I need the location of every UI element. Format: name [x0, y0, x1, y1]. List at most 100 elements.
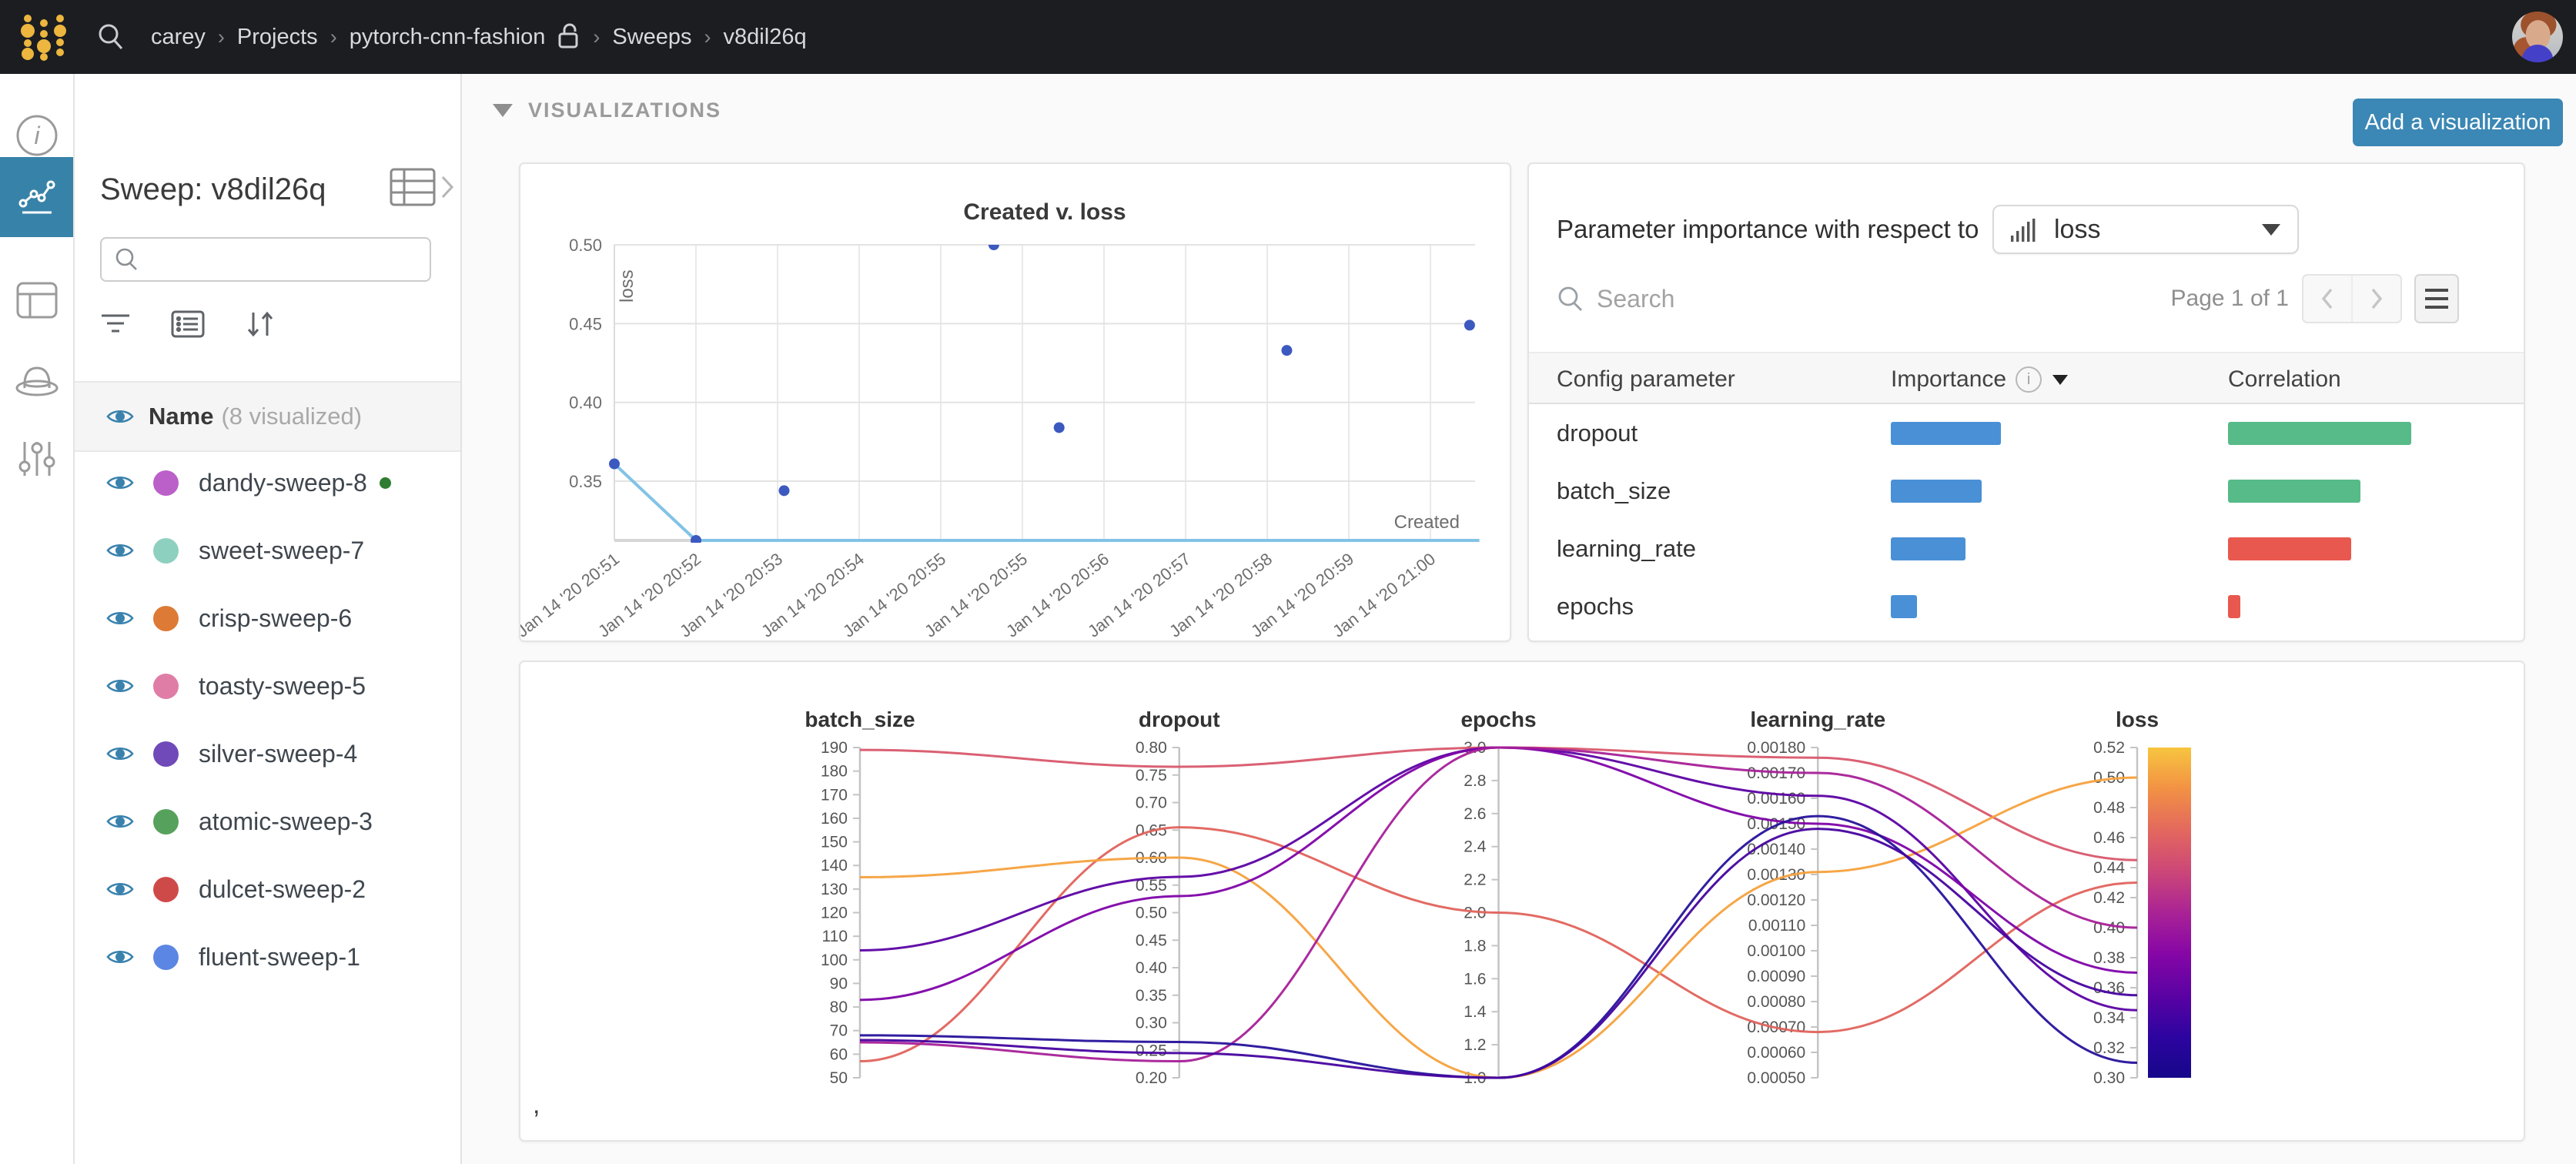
metric-select-dropdown[interactable]: loss [1992, 205, 2299, 254]
search-icon[interactable] [95, 22, 126, 52]
svg-text:dropout: dropout [1139, 707, 1220, 731]
svg-text:0.40: 0.40 [1136, 959, 1167, 977]
visibility-eye-icon[interactable] [105, 947, 135, 967]
created-vs-loss-chart: Jan 14 '20 20:51Jan 14 '20 20:52Jan 14 '… [520, 164, 1510, 641]
importance-row-learning_rate[interactable]: learning_rate [1529, 520, 2524, 577]
run-row-toasty-sweep-5[interactable]: toasty-sweep-5 [73, 652, 460, 720]
visibility-eye-icon[interactable] [105, 811, 135, 831]
footnote-text: , [533, 1090, 540, 1120]
visibility-eye-icon[interactable] [105, 540, 135, 560]
run-name[interactable]: toasty-sweep-5 [199, 672, 366, 701]
table-menu-button[interactable] [2414, 274, 2459, 323]
svg-text:80: 80 [830, 998, 848, 1016]
parallel-coordinates-panel: batch_size190180170160150140130120110100… [519, 661, 2525, 1142]
run-color-dot [153, 606, 179, 631]
svg-text:90: 90 [830, 975, 848, 992]
svg-text:epochs: epochs [1460, 707, 1536, 731]
importance-row-epochs[interactable]: epochs [1529, 577, 2524, 635]
importance-table-header: Config parameter Importance i Correlatio… [1529, 352, 2524, 404]
svg-text:1.2: 1.2 [1464, 1036, 1486, 1054]
svg-text:0.00090: 0.00090 [1747, 968, 1805, 985]
breadcrumb: carey›Projects›pytorch-cnn-fashion›Sweep… [151, 0, 807, 74]
runs-table-expand-icon[interactable] [389, 166, 455, 212]
run-row-crisp-sweep-6[interactable]: crisp-sweep-6 [73, 584, 460, 652]
svg-text:0.80: 0.80 [1136, 739, 1167, 757]
breadcrumb-item-carey[interactable]: carey [151, 25, 206, 50]
breadcrumb-item-v8dil26q[interactable]: v8dil26q [724, 25, 807, 50]
param-name: batch_size [1557, 477, 1671, 505]
wandb-sweep-page: carey›Projects›pytorch-cnn-fashion›Sweep… [0, 0, 2576, 1164]
run-row-sweet-sweep-7[interactable]: sweet-sweep-7 [73, 517, 460, 584]
svg-text:0.00180: 0.00180 [1747, 739, 1805, 757]
visibility-eye-icon[interactable] [105, 676, 135, 696]
run-name[interactable]: crisp-sweep-6 [199, 604, 352, 633]
svg-text:loss: loss [2116, 707, 2159, 731]
breadcrumb-item-Sweeps[interactable]: Sweeps [612, 25, 691, 50]
visibility-eye-icon[interactable] [105, 744, 135, 764]
breadcrumb-separator: › [218, 25, 225, 49]
svg-text:0.70: 0.70 [1136, 794, 1167, 812]
svg-text:learning_rate: learning_rate [1750, 707, 1885, 731]
visibility-eye-icon[interactable] [105, 406, 135, 426]
user-avatar[interactable] [2512, 12, 2563, 62]
pagination-buttons [2302, 274, 2402, 323]
svg-text:loss: loss [617, 269, 637, 303]
page-indicator: Page 1 of 1 [2171, 274, 2289, 323]
run-name[interactable]: sweet-sweep-7 [199, 537, 364, 565]
svg-text:0.30: 0.30 [1136, 1015, 1167, 1032]
breadcrumb-item-Projects[interactable]: Projects [237, 25, 318, 50]
run-name[interactable]: atomic-sweep-3 [199, 808, 373, 836]
info-icon[interactable]: i [2016, 366, 2042, 393]
search-placeholder[interactable]: Search [1597, 285, 1674, 313]
importance-row-dropout[interactable]: dropout [1529, 404, 2524, 462]
list-view-icon[interactable] [171, 310, 205, 338]
sweep-controls-icon[interactable] [0, 419, 73, 499]
run-name[interactable]: dulcet-sweep-2 [199, 875, 366, 904]
next-page-button[interactable] [2353, 276, 2400, 322]
sweep-hat-icon[interactable] [0, 339, 73, 419]
visibility-eye-icon[interactable] [105, 879, 135, 899]
wandb-logo[interactable] [17, 9, 71, 66]
svg-text:120: 120 [821, 905, 848, 922]
svg-text:160: 160 [821, 810, 848, 828]
breadcrumb-item-pytorch-cnn-fashion[interactable]: pytorch-cnn-fashion [350, 25, 546, 50]
run-row-atomic-sweep-3[interactable]: atomic-sweep-3 [73, 788, 460, 855]
run-row-silver-sweep-4[interactable]: silver-sweep-4 [73, 720, 460, 788]
svg-text:50: 50 [830, 1069, 848, 1087]
col-config-parameter: Config parameter [1557, 353, 1735, 406]
svg-text:i: i [34, 122, 40, 149]
svg-text:2.4: 2.4 [1464, 838, 1487, 856]
svg-text:0.00100: 0.00100 [1747, 942, 1805, 960]
run-row-dulcet-sweep-2[interactable]: dulcet-sweep-2 [73, 855, 460, 923]
visibility-eye-icon[interactable] [105, 473, 135, 493]
breadcrumb-separator: › [330, 25, 337, 49]
run-name[interactable]: fluent-sweep-1 [199, 943, 360, 972]
run-color-dot [153, 809, 179, 835]
svg-text:0.45: 0.45 [1136, 932, 1167, 949]
visualizations-section-toggle[interactable]: VISUALIZATIONS [493, 99, 721, 122]
correlation-bar [2228, 480, 2360, 503]
run-name[interactable]: dandy-sweep-8 [199, 469, 367, 497]
sort-icon[interactable] [245, 309, 276, 339]
charts-tab-icon[interactable] [0, 157, 73, 237]
visibility-eye-icon[interactable] [105, 608, 135, 628]
table-tab-icon[interactable] [0, 260, 73, 340]
filter-icon[interactable] [100, 312, 131, 336]
svg-text:0.75: 0.75 [1136, 767, 1167, 784]
svg-text:0.34: 0.34 [2093, 1009, 2125, 1027]
run-row-fluent-sweep-1[interactable]: fluent-sweep-1 [73, 923, 460, 991]
runs-name-header[interactable]: Name (8 visualized) [73, 381, 460, 452]
run-color-dot [153, 945, 179, 970]
run-name[interactable]: silver-sweep-4 [199, 740, 357, 768]
add-visualization-button[interactable]: Add a visualization [2353, 99, 2563, 146]
running-indicator-dot [380, 477, 391, 489]
svg-text:1.4: 1.4 [1464, 1003, 1487, 1021]
search-icon[interactable] [1557, 285, 1584, 313]
run-row-dandy-sweep-8[interactable]: dandy-sweep-8 [73, 449, 460, 517]
run-search-input[interactable] [100, 237, 431, 282]
prev-page-button[interactable] [2303, 276, 2353, 322]
col-importance[interactable]: Importance i [1891, 353, 2068, 406]
svg-text:0.00060: 0.00060 [1747, 1044, 1805, 1062]
importance-row-batch_size[interactable]: batch_size [1529, 462, 2524, 520]
svg-text:0.38: 0.38 [2093, 949, 2125, 967]
